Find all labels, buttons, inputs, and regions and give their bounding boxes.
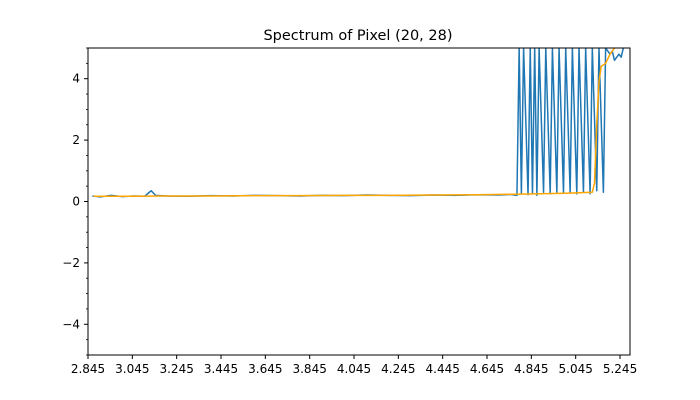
series-line-2 (93, 48, 616, 198)
x-tick-label: 4.845 (514, 362, 548, 376)
x-tick-label: 5.045 (559, 362, 593, 376)
y-tick-label: −4 (62, 317, 80, 331)
x-tick-label: 4.445 (426, 362, 460, 376)
x-tick-label: 4.245 (381, 362, 415, 376)
y-tick-label: 0 (72, 195, 80, 209)
x-tick-label: 5.245 (603, 362, 637, 376)
axes-layer: 2.845 3.045 3.245 3.445 3.645 3.845 4.045 4.245… (62, 47, 637, 376)
series-layer (92, 48, 625, 198)
x-tick-label: 3.645 (248, 362, 282, 376)
x-tick-label: 3.045 (115, 362, 149, 376)
x-tick-label: 4.045 (337, 362, 371, 376)
x-tick-label: 2.845 (71, 362, 105, 376)
chart-title: Spectrum of Pixel (20, 28) (263, 28, 452, 44)
y-tick-label: 4 (72, 72, 80, 86)
y-tick-label: −2 (62, 256, 80, 270)
y-tick-label: 2 (72, 133, 80, 147)
x-tick-label: 3.445 (204, 362, 238, 376)
x-tick-label: 4.645 (470, 362, 504, 376)
x-tick-label: 3.845 (292, 362, 326, 376)
x-tick-label: 3.245 (159, 362, 193, 376)
